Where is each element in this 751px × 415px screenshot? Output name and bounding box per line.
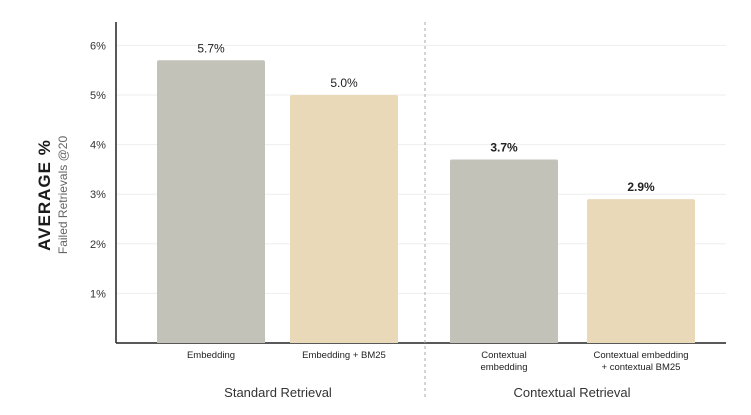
x-tick-label: Contextual — [481, 350, 526, 361]
x-tick-label: Embedding — [187, 350, 235, 361]
y-tick-label: 4% — [90, 140, 106, 152]
y-axis-title: AVERAGE % — [35, 139, 54, 251]
y-tick-label: 5% — [90, 90, 106, 102]
data-label: 2.9% — [627, 180, 655, 194]
bar — [587, 199, 695, 343]
bar — [157, 60, 265, 343]
data-label: 3.7% — [490, 140, 518, 154]
labels: 1% 2% 3% 4% 5% 6% 5.7% Embedding 5.0% Embedding +… — [90, 40, 688, 373]
data-label: 5.7% — [197, 41, 225, 55]
group-label-contextual-retrieval: Contextual Retrieval — [513, 385, 630, 400]
bar — [450, 159, 558, 343]
y-axis-subtitle: Failed Retrievals @20 — [56, 136, 70, 255]
y-tick-label: 3% — [90, 189, 106, 201]
y-tick-label: 1% — [90, 288, 106, 300]
data-label: 5.0% — [330, 76, 358, 90]
bar — [290, 95, 398, 343]
y-tick-label: 6% — [90, 40, 106, 52]
group-label-standard-retrieval: Standard Retrieval — [224, 385, 332, 400]
x-tick-label: embedding — [480, 362, 527, 373]
x-tick-label: + contextual BM25 — [602, 362, 681, 373]
x-tick-label: Embedding + BM25 — [302, 350, 386, 361]
y-tick-label: 2% — [90, 239, 106, 251]
x-tick-label: Contextual embedding — [593, 350, 688, 361]
bars — [157, 60, 695, 343]
